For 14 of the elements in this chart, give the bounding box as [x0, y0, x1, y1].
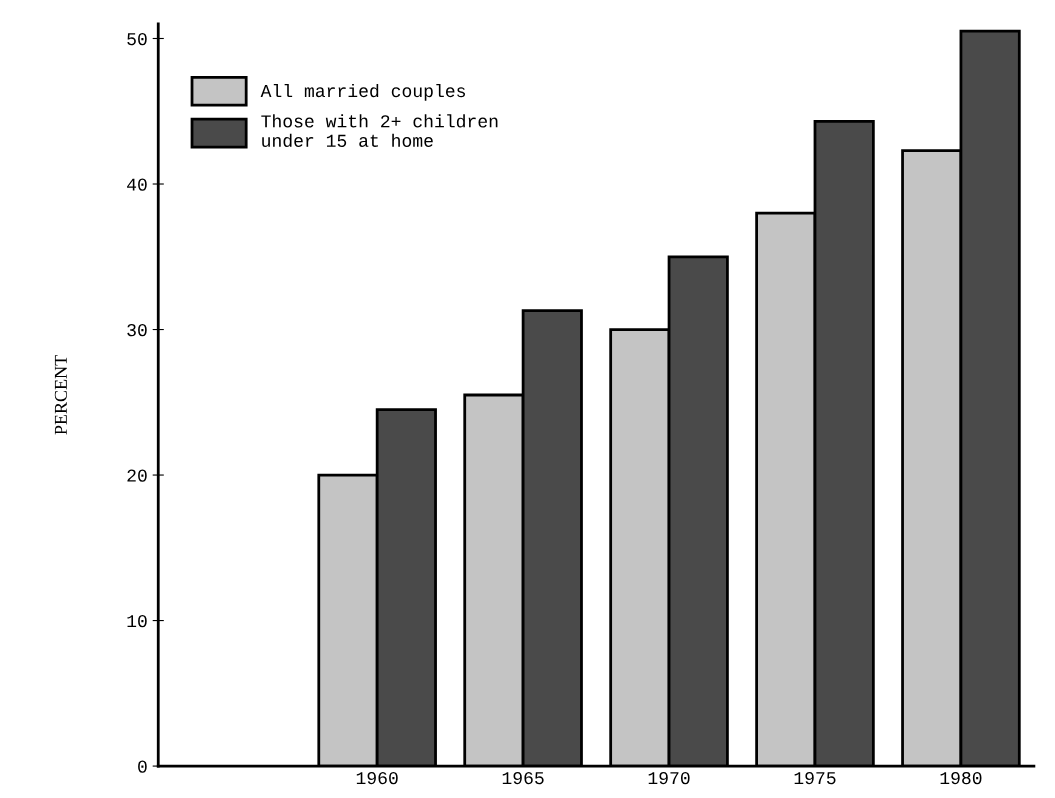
y-tick-label: 20	[127, 469, 147, 482]
x-tick-label: 1965	[502, 771, 544, 785]
y-tick-label: 30	[127, 323, 147, 337]
y-tick-label: 0	[138, 760, 147, 773]
x-tick-label: 1960	[356, 771, 398, 785]
legend-label: Those with 2+ children under 15 at home	[261, 114, 498, 147]
y-tick-label: 50	[127, 32, 147, 46]
x-tick-label: 1970	[648, 771, 690, 785]
y-tick-label: 10	[127, 615, 147, 628]
legend-label: All married couples	[260, 83, 465, 101]
y-tick-label: 40	[127, 178, 147, 191]
y-axis-title: PERCENT	[54, 355, 67, 435]
x-tick-label: 1980	[940, 771, 982, 785]
x-tick-label: 1975	[794, 771, 836, 785]
